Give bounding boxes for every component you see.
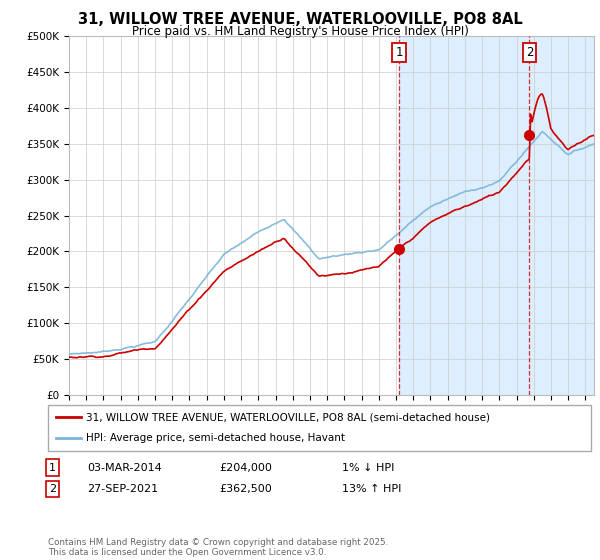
Bar: [399, 36, 594, 395]
Text: 2: 2: [526, 46, 533, 59]
Text: Contains HM Land Registry data © Crown copyright and database right 2025.
This d: Contains HM Land Registry data © Crown c…: [48, 538, 388, 557]
FancyBboxPatch shape: [48, 405, 591, 451]
Text: HPI: Average price, semi-detached house, Havant: HPI: Average price, semi-detached house,…: [86, 433, 345, 444]
Text: £362,500: £362,500: [219, 484, 272, 494]
Text: 1: 1: [395, 46, 403, 59]
Text: 31, WILLOW TREE AVENUE, WATERLOOVILLE, PO8 8AL (semi-detached house): 31, WILLOW TREE AVENUE, WATERLOOVILLE, P…: [86, 413, 490, 423]
Text: 13% ↑ HPI: 13% ↑ HPI: [342, 484, 401, 494]
Text: Price paid vs. HM Land Registry's House Price Index (HPI): Price paid vs. HM Land Registry's House …: [131, 25, 469, 38]
Text: 2: 2: [49, 484, 56, 494]
Text: 27-SEP-2021: 27-SEP-2021: [87, 484, 158, 494]
Text: 1% ↓ HPI: 1% ↓ HPI: [342, 463, 394, 473]
Text: £204,000: £204,000: [219, 463, 272, 473]
Text: 31, WILLOW TREE AVENUE, WATERLOOVILLE, PO8 8AL: 31, WILLOW TREE AVENUE, WATERLOOVILLE, P…: [77, 12, 523, 27]
Text: 03-MAR-2014: 03-MAR-2014: [87, 463, 162, 473]
Text: 1: 1: [49, 463, 56, 473]
